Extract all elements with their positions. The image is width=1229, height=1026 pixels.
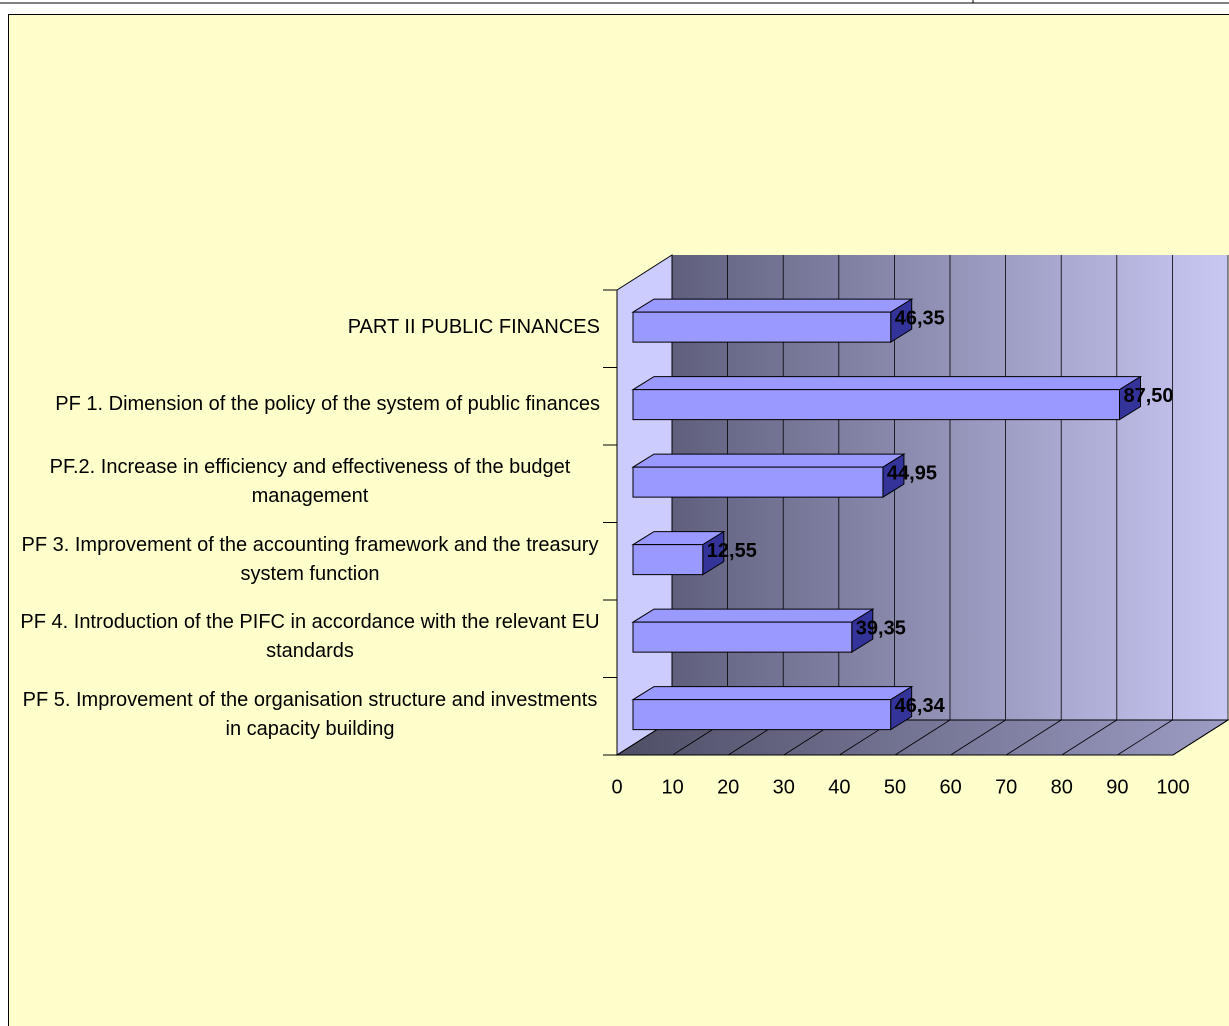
category-label: PF 1. Dimension of the policy of the sys…: [55, 393, 600, 416]
bar-top: [631, 453, 906, 468]
bar: [631, 453, 906, 499]
data-label: 87,50: [1124, 385, 1174, 407]
category-label-box: PF.2. Increase in efficiency and effecti…: [20, 447, 600, 517]
grid-line: [1005, 719, 1062, 756]
grid-line: [1061, 719, 1118, 756]
grid-line: [950, 719, 1006, 756]
x-tick-label: 80: [1051, 776, 1073, 798]
x-tick-label: 100: [1156, 776, 1189, 798]
data-label: 39,35: [856, 617, 906, 639]
grid-line: [1117, 719, 1173, 756]
bar: [631, 298, 914, 344]
category-label: PF.2. Increase in efficiency and effecti…: [49, 456, 571, 508]
bar-top: [631, 376, 1143, 391]
grid-line: [1172, 719, 1229, 756]
x-tick-label: 40: [828, 776, 850, 798]
category-label: PART II PUBLIC FINANCES: [347, 315, 600, 338]
x-tick-label: 50: [884, 776, 906, 798]
category-label-box: PART II PUBLIC FINANCES: [20, 292, 600, 362]
bar-front: [632, 621, 853, 653]
bar: [631, 375, 1143, 421]
x-tick-label: 30: [773, 776, 795, 798]
x-tick-label: 70: [995, 776, 1017, 798]
category-label: PF 4. Introduction of the PIFC in accord…: [20, 611, 600, 663]
plot: 0 10 20 30 40 50 60 70 80 90 100 46,35 87,50 44,95 12,…: [603, 254, 1229, 798]
bar: [631, 530, 726, 576]
category-label: PF 5. Improvement of the organisation st…: [22, 688, 598, 740]
x-tick-label: 0: [611, 776, 622, 798]
bar: [631, 608, 875, 654]
bar-top: [631, 686, 914, 701]
x-tick-label: 20: [717, 776, 739, 798]
x-tick-label: 60: [939, 776, 961, 798]
bar: [631, 685, 914, 731]
bar-front: [632, 466, 884, 498]
grid-line: [894, 719, 951, 756]
data-label: 12,55: [707, 540, 757, 562]
bar-front: [632, 389, 1120, 421]
category-label-box: PF 1. Dimension of the policy of the sys…: [20, 370, 600, 440]
category-label-box: PF 3. Improvement of the accounting fram…: [20, 525, 600, 595]
category-label: PF 3. Improvement of the accounting fram…: [21, 533, 599, 585]
data-label: 46,35: [895, 307, 945, 329]
data-label: 44,95: [887, 462, 937, 484]
category-label-box: PF 4. Introduction of the PIFC in accord…: [20, 602, 600, 672]
data-label: 46,34: [895, 695, 946, 717]
x-tick-label: 90: [1106, 776, 1128, 798]
category-label-box: PF 5. Improvement of the organisation st…: [20, 680, 600, 750]
x-tick-label: 10: [661, 776, 683, 798]
bar-front: [632, 699, 892, 731]
bar-top: [631, 608, 875, 623]
bar-front: [632, 311, 892, 343]
bar-top: [631, 298, 914, 313]
bar-front: [632, 544, 704, 576]
